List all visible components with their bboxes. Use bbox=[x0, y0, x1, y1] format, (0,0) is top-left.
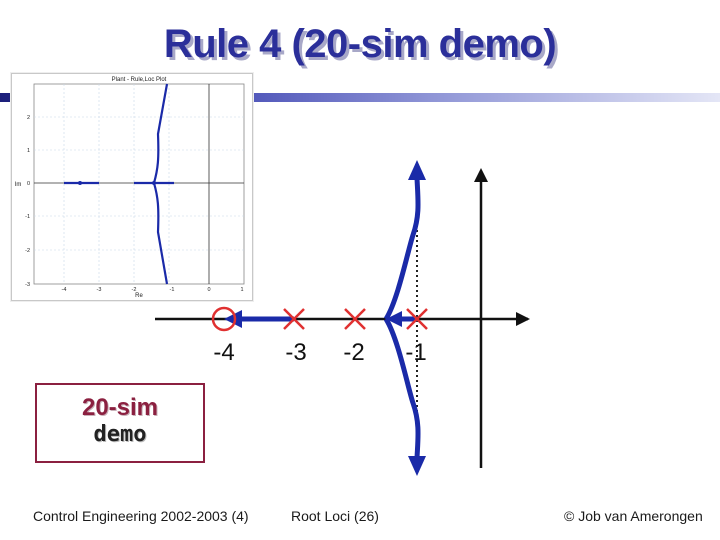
locus-arrow-right-segment bbox=[386, 311, 402, 327]
pole-marker bbox=[344, 308, 366, 330]
axis-label: -3 bbox=[285, 339, 306, 366]
imaginary-axis-arrow bbox=[474, 168, 488, 182]
footer-course: Control Engineering 2002-2003 (4) bbox=[33, 508, 249, 524]
inset-y-tick: 2 bbox=[27, 115, 30, 121]
inset-y-tick: -1 bbox=[25, 214, 30, 220]
inset-x-tick: -1 bbox=[170, 287, 175, 293]
axis-label: -1 bbox=[405, 339, 426, 366]
inset-x-tick: 0 bbox=[207, 287, 210, 293]
inset-x-tick: -4 bbox=[62, 287, 67, 293]
pole-marker bbox=[283, 308, 305, 330]
inset-x-tick: -3 bbox=[97, 287, 102, 293]
axis-label: -4 bbox=[213, 339, 234, 366]
demo-button[interactable]: 20-sim demo bbox=[35, 383, 205, 463]
inset-xlabel: Re bbox=[135, 293, 143, 299]
footer-copyright: © Job van Amerongen bbox=[564, 508, 703, 524]
inset-ylabel: Im bbox=[15, 182, 22, 188]
inset-plot-svg: Plant - Rule,Loc Plot Re Im -4 -3 -2 -1 … bbox=[15, 77, 245, 299]
inset-root-locus-plot: Plant - Rule,Loc Plot Re Im -4 -3 -2 -1 … bbox=[11, 73, 253, 301]
real-axis-arrow bbox=[516, 312, 530, 326]
inset-y-tick: -2 bbox=[25, 248, 30, 254]
pole-marker bbox=[406, 308, 428, 330]
locus-arrow-down bbox=[408, 456, 426, 476]
demo-label-20sim: 20-sim bbox=[81, 394, 159, 421]
zero-marker bbox=[211, 306, 237, 332]
axis-label: -2 bbox=[343, 339, 364, 366]
locus-arrow-left-segment bbox=[224, 310, 242, 328]
inset-y-tick: 1 bbox=[27, 148, 30, 154]
title-underline-bar bbox=[0, 93, 720, 102]
demo-label-demo: demo bbox=[93, 422, 147, 447]
footer-slide-number: Root Loci (26) bbox=[291, 508, 379, 524]
inset-y-tick: -3 bbox=[25, 282, 30, 288]
inset-x-tick: 1 bbox=[240, 287, 243, 293]
locus-arrow-up bbox=[408, 160, 426, 180]
inset-plot-title: Plant - Rule,Loc Plot bbox=[112, 77, 167, 83]
locus-branch-upper bbox=[383, 177, 421, 321]
locus-branch-lower bbox=[383, 317, 421, 459]
inset-x-tick: -2 bbox=[132, 287, 137, 293]
inset-y-tick: 0 bbox=[27, 181, 30, 187]
slide-title: Rule 4 (20-sim demo) bbox=[163, 22, 557, 66]
